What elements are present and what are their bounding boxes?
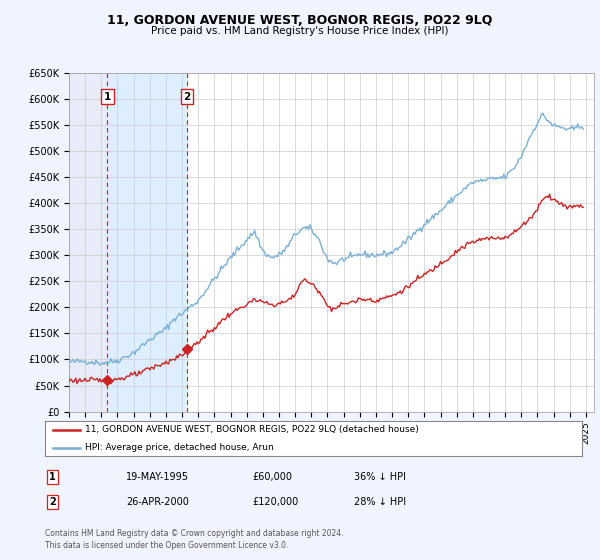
Bar (69, 73, 107, 412)
Text: HPI: Average price, detached house, Arun: HPI: Average price, detached house, Arun (85, 443, 274, 452)
Text: 2: 2 (49, 497, 56, 507)
Bar (107, 73, 187, 412)
Text: 1: 1 (49, 472, 56, 482)
Text: 28% ↓ HPI: 28% ↓ HPI (354, 497, 406, 507)
Text: 1: 1 (104, 91, 111, 101)
Text: Price paid vs. HM Land Registry's House Price Index (HPI): Price paid vs. HM Land Registry's House … (151, 26, 449, 36)
Text: 2: 2 (184, 91, 191, 101)
Text: £60,000: £60,000 (252, 472, 292, 482)
Text: 36% ↓ HPI: 36% ↓ HPI (354, 472, 406, 482)
Text: Contains HM Land Registry data © Crown copyright and database right 2024.
This d: Contains HM Land Registry data © Crown c… (45, 529, 343, 550)
Text: 11, GORDON AVENUE WEST, BOGNOR REGIS, PO22 9LQ: 11, GORDON AVENUE WEST, BOGNOR REGIS, PO… (107, 14, 493, 27)
Text: £120,000: £120,000 (252, 497, 298, 507)
Text: 19-MAY-1995: 19-MAY-1995 (126, 472, 189, 482)
Text: 26-APR-2000: 26-APR-2000 (126, 497, 189, 507)
Text: 11, GORDON AVENUE WEST, BOGNOR REGIS, PO22 9LQ (detached house): 11, GORDON AVENUE WEST, BOGNOR REGIS, PO… (85, 426, 419, 435)
Bar (69, 73, 107, 412)
